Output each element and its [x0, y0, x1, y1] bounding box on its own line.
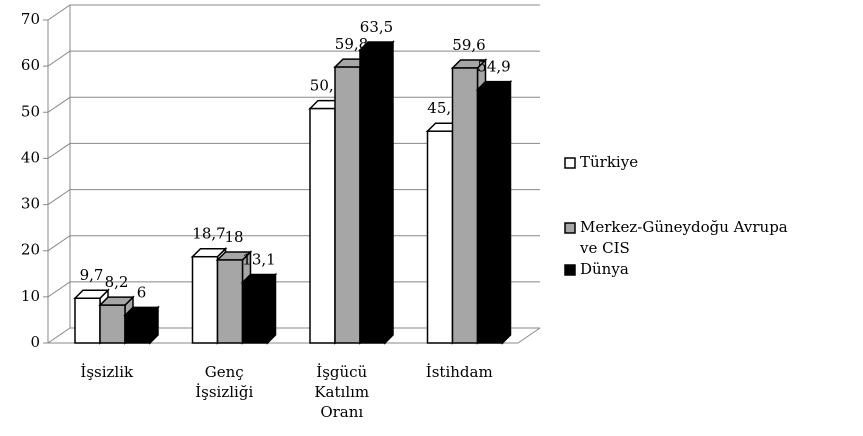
- value-label: 54,9: [477, 58, 510, 76]
- bar-3d: [240, 272, 278, 345]
- bar-side: [266, 272, 277, 345]
- value-label: 18,7: [192, 225, 225, 243]
- grid-line: [43, 96, 540, 113]
- grid-line: [43, 50, 540, 67]
- grid-line: [43, 281, 540, 298]
- y-tick-label: 70: [21, 10, 40, 28]
- value-label: 9,7: [80, 266, 104, 284]
- value-label: 6: [137, 283, 147, 301]
- legend-label: Merkez-Güneydoğu Avrupa ve CIS: [579, 218, 788, 257]
- y-tick-label: 20: [21, 241, 40, 259]
- bar: [216, 259, 244, 344]
- x-tick-label: İşsizlik: [80, 363, 134, 381]
- bar: [334, 66, 361, 344]
- bar-3d: [475, 79, 513, 345]
- grid-line: [43, 235, 540, 252]
- bar-3d: [358, 40, 395, 345]
- x-tick-label: İşgücü Katılım Oranı: [314, 363, 369, 421]
- value-label: 8,2: [105, 273, 129, 291]
- legend-label: Dünya: [580, 260, 629, 278]
- y-tick-label: 10: [21, 287, 40, 305]
- value-label: 59,8: [335, 35, 368, 53]
- bar-3d: [123, 305, 160, 345]
- grid-line: [43, 4, 540, 21]
- bar: [451, 67, 479, 344]
- bar: [74, 297, 101, 344]
- grid-line: [43, 189, 540, 206]
- legend-swatch: [564, 264, 576, 276]
- bar: [309, 107, 336, 344]
- grid-line: [43, 142, 540, 159]
- bar: [99, 304, 126, 344]
- x-tick-label: Genç İşsizliği: [195, 363, 253, 401]
- bar-side: [501, 79, 512, 345]
- grid-line: [43, 327, 540, 344]
- legend-swatch: [564, 157, 576, 169]
- y-tick-label: 30: [21, 195, 40, 213]
- bar-side: [384, 40, 394, 345]
- value-label: 18: [224, 228, 243, 246]
- y-tick-label: 0: [30, 333, 40, 351]
- legend-swatch: [564, 222, 576, 234]
- bar: [124, 314, 151, 344]
- legend-label: Türkiye: [580, 153, 638, 171]
- y-tick-label: 60: [21, 56, 40, 74]
- x-tick-label: İstihdam: [426, 363, 493, 381]
- value-label: 59,6: [452, 36, 485, 54]
- bar: [359, 49, 386, 344]
- bar: [241, 281, 269, 344]
- y-tick-label: 50: [21, 102, 40, 120]
- value-label: 63,5: [360, 18, 393, 36]
- bar: [476, 88, 504, 344]
- bar: [191, 255, 219, 344]
- bar: [426, 130, 454, 344]
- value-label: 13,1: [242, 251, 275, 269]
- y-tick-label: 40: [21, 148, 40, 166]
